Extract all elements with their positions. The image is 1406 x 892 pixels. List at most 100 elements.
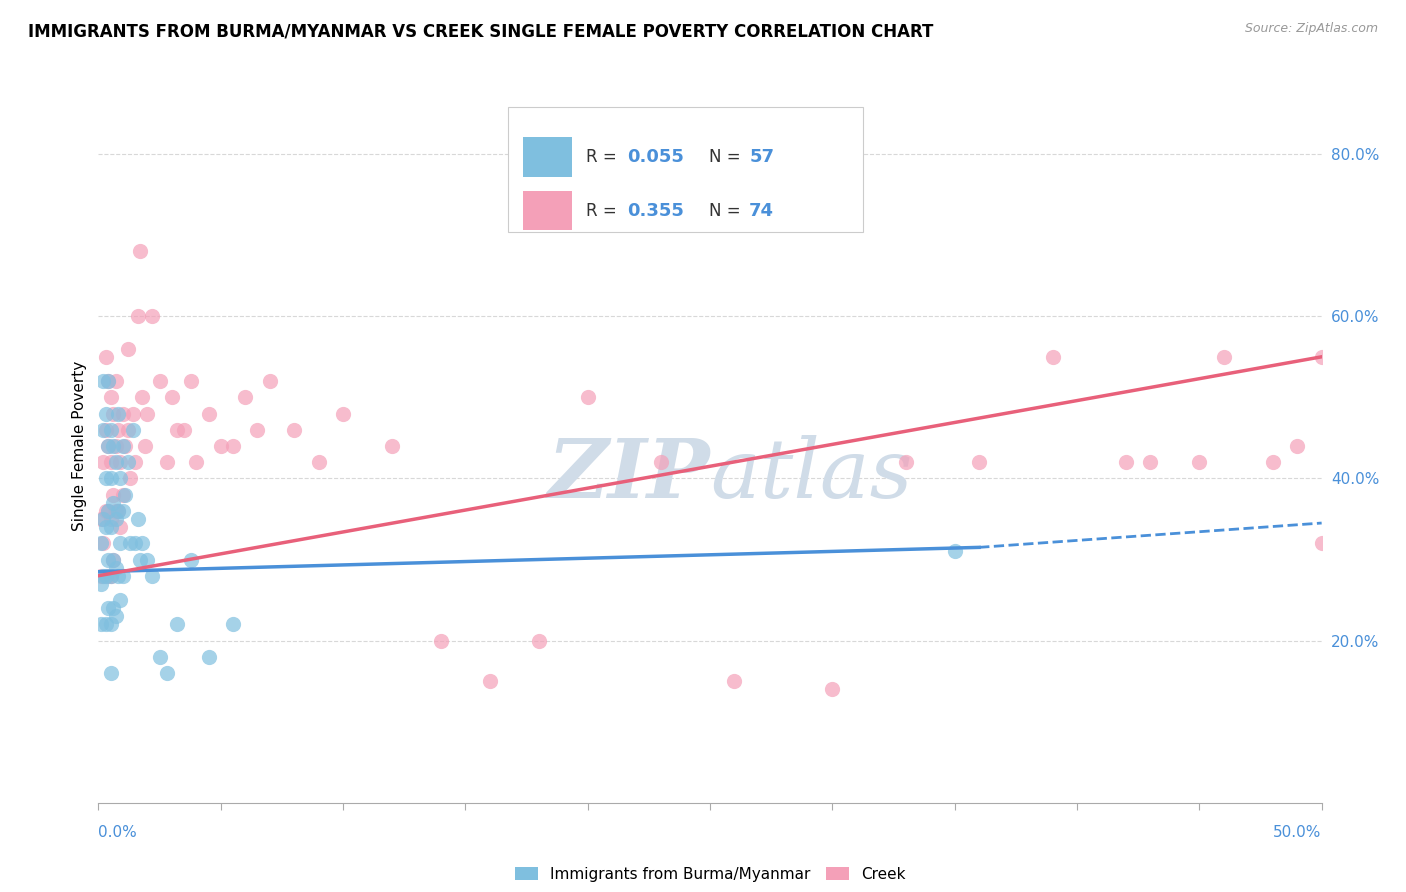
Point <box>129 244 152 259</box>
Point <box>101 496 124 510</box>
Point <box>129 552 152 566</box>
Point <box>117 423 139 437</box>
Point <box>90 512 112 526</box>
Point <box>141 568 163 582</box>
Point <box>94 617 117 632</box>
Text: R =: R = <box>586 148 623 166</box>
Point <box>94 471 117 485</box>
Point <box>101 552 124 566</box>
Point <box>180 374 202 388</box>
Point <box>97 601 120 615</box>
Point <box>131 536 153 550</box>
Point <box>104 504 127 518</box>
Text: 57: 57 <box>749 148 775 166</box>
Point <box>186 455 208 469</box>
Point <box>110 471 132 485</box>
Point <box>222 617 245 632</box>
Point <box>117 455 139 469</box>
Y-axis label: Single Female Poverty: Single Female Poverty <box>72 361 87 531</box>
Point <box>156 666 179 681</box>
Point <box>222 439 245 453</box>
Point <box>97 439 120 453</box>
Text: 0.355: 0.355 <box>627 202 683 219</box>
Point <box>91 423 114 437</box>
Point <box>1310 350 1333 364</box>
Point <box>121 423 143 437</box>
Point <box>943 544 966 558</box>
Point <box>209 439 232 453</box>
Point <box>134 439 156 453</box>
Point <box>259 374 281 388</box>
Point <box>94 423 117 437</box>
Point <box>1310 536 1333 550</box>
Point <box>173 423 195 437</box>
Point <box>104 439 127 453</box>
Point <box>101 407 124 421</box>
Point <box>111 407 134 421</box>
Point <box>233 390 256 404</box>
Point <box>97 374 120 388</box>
Point <box>180 552 202 566</box>
Point <box>114 439 136 453</box>
Point <box>723 674 745 689</box>
Point <box>94 350 117 364</box>
Point <box>197 649 219 664</box>
Point <box>97 439 120 453</box>
Point <box>197 407 219 421</box>
Point <box>527 633 550 648</box>
Point <box>100 471 122 485</box>
Point <box>478 674 501 689</box>
Point <box>1212 350 1234 364</box>
Point <box>149 649 172 664</box>
Point <box>127 512 149 526</box>
Point <box>104 512 127 526</box>
Point <box>166 617 188 632</box>
Point <box>100 520 122 534</box>
Point <box>100 568 122 582</box>
Point <box>136 552 159 566</box>
Point <box>91 536 114 550</box>
Point <box>131 390 153 404</box>
Point <box>100 568 122 582</box>
Point <box>90 536 112 550</box>
Point <box>107 568 129 582</box>
Point <box>104 374 127 388</box>
Point <box>127 310 149 324</box>
Point <box>91 568 114 582</box>
Point <box>1261 455 1284 469</box>
Point <box>124 455 146 469</box>
Point <box>111 488 134 502</box>
Point <box>94 504 117 518</box>
Point <box>90 568 112 582</box>
Point <box>90 577 112 591</box>
Point <box>90 617 112 632</box>
Point <box>97 504 120 518</box>
Point <box>117 342 139 356</box>
Text: 74: 74 <box>749 202 775 219</box>
Point <box>100 617 122 632</box>
Point <box>821 682 844 697</box>
Point <box>430 633 453 648</box>
Point <box>101 488 124 502</box>
Text: 0.0%: 0.0% <box>98 825 138 840</box>
Point <box>91 374 114 388</box>
Point <box>967 455 990 469</box>
Point <box>97 374 120 388</box>
Point <box>576 390 599 404</box>
Point <box>97 568 120 582</box>
Bar <box>523 137 572 177</box>
Point <box>104 609 127 624</box>
Point <box>120 536 142 550</box>
Point <box>160 390 183 404</box>
Text: Source: ZipAtlas.com: Source: ZipAtlas.com <box>1244 22 1378 36</box>
Text: N =: N = <box>709 148 745 166</box>
Bar <box>523 191 572 230</box>
Text: ZIP: ZIP <box>547 434 710 515</box>
Point <box>1115 455 1137 469</box>
Point <box>114 488 136 502</box>
Point <box>107 504 129 518</box>
Point <box>124 536 146 550</box>
Point <box>111 504 134 518</box>
Point <box>308 455 330 469</box>
Point <box>110 536 132 550</box>
